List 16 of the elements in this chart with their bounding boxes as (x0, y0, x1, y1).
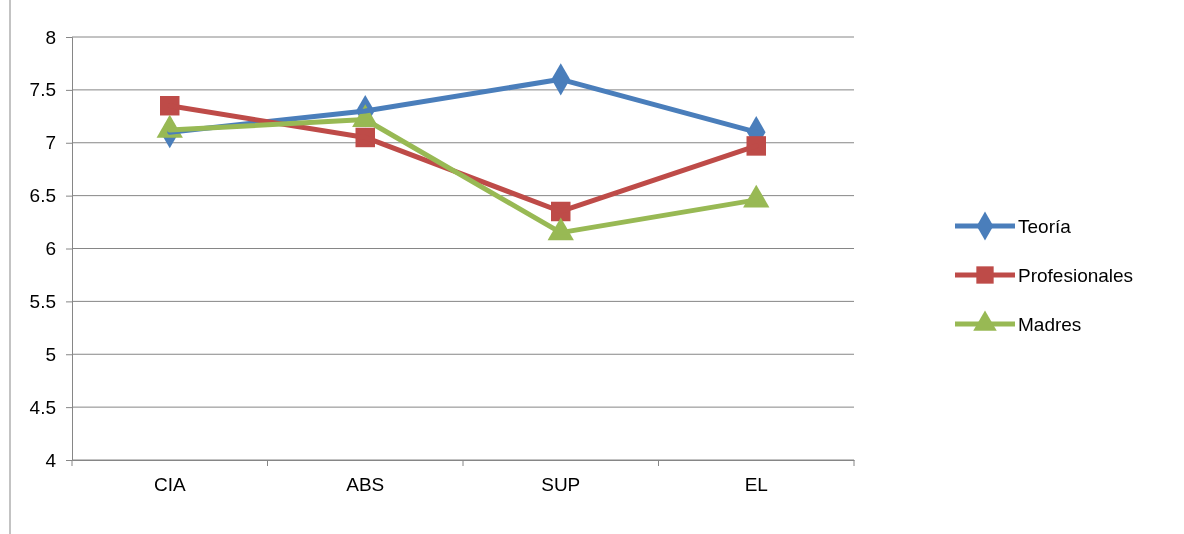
y-tick-label: 7 (45, 132, 56, 154)
y-tick-label: 7.5 (29, 79, 56, 101)
y-tick-label: 4 (45, 449, 57, 471)
x-tick-label: ABS (346, 474, 385, 496)
x-tick-label: CIA (153, 474, 186, 496)
x-tick-label: EL (744, 474, 768, 496)
y-tick-label: 5.5 (29, 290, 56, 312)
y-tick-label: 4.5 (29, 396, 56, 418)
x-tick-label: SUP (541, 474, 581, 496)
y-tick-label: 8 (45, 26, 56, 48)
y-tick-label: 6.5 (29, 185, 56, 207)
legend-label: Profesionales (1018, 265, 1134, 286)
y-tick-label: 5 (45, 343, 56, 365)
legend-label: Madres (1018, 314, 1082, 335)
legend-label: Teoría (1018, 216, 1072, 237)
y-tick-label: 6 (45, 238, 56, 260)
